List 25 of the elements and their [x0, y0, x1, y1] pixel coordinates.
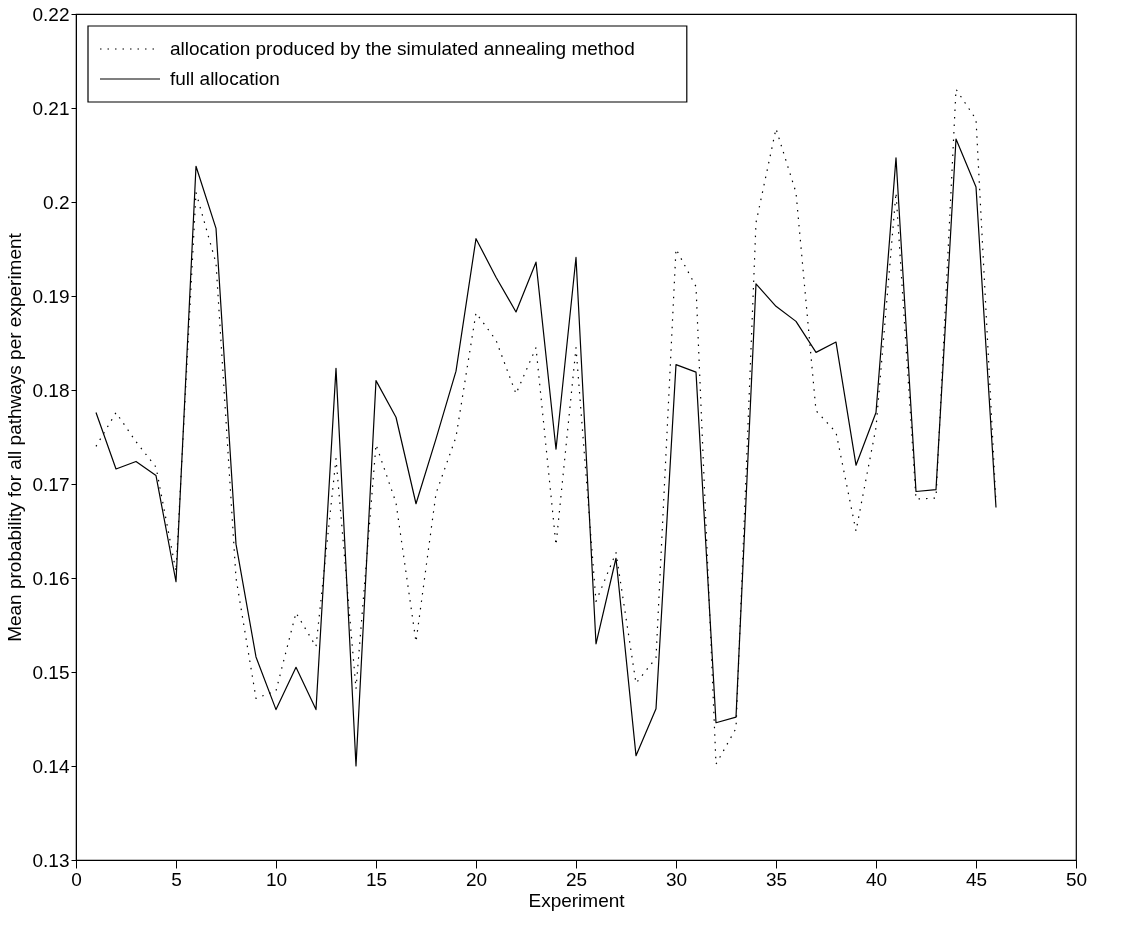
x-tick-label: 5 [171, 868, 182, 890]
y-tick-label: 0.21 [32, 97, 70, 119]
y-tick-label: 0.2 [43, 191, 70, 213]
x-axis-title: Experiment [528, 889, 626, 911]
x-tick-label: 30 [665, 868, 688, 890]
x-tick-label: 0 [71, 868, 82, 890]
y-tick-label: 0.18 [32, 379, 70, 401]
x-tick-label: 20 [465, 868, 488, 890]
x-tick-label: 45 [965, 868, 988, 890]
legend-label: allocation produced by the simulated annealing method [170, 38, 635, 59]
x-tick-label: 35 [765, 868, 788, 890]
legend-label: full allocation [170, 68, 280, 89]
x-tick-label: 25 [565, 868, 588, 890]
y-tick-label: 0.16 [32, 567, 70, 589]
y-tick-label: 0.15 [32, 661, 70, 683]
y-tick-label: 0.13 [32, 849, 70, 871]
y-axis-title: Mean probability for all pathways per experiment [3, 232, 25, 642]
x-tick-label: 10 [265, 868, 288, 890]
y-tick-label: 0.22 [32, 3, 70, 25]
y-tick-label: 0.17 [32, 473, 70, 495]
x-tick-label: 15 [365, 868, 388, 890]
y-tick-label: 0.14 [32, 755, 70, 777]
y-tick-label: 0.19 [32, 285, 70, 307]
x-tick-label: 40 [865, 868, 888, 890]
x-tick-label: 50 [1065, 868, 1088, 890]
